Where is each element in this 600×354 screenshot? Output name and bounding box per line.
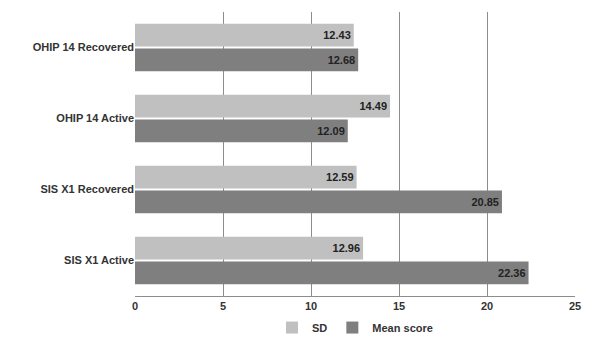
- svg-text:12.68: 12.68: [328, 54, 356, 66]
- svg-text:20: 20: [481, 300, 493, 312]
- svg-text:OHIP 14 Recovered: OHIP 14 Recovered: [33, 41, 134, 53]
- svg-text:SIS X1 Recovered: SIS X1 Recovered: [40, 183, 134, 195]
- svg-text:12.59: 12.59: [326, 171, 354, 183]
- svg-text:12.09: 12.09: [317, 125, 345, 137]
- svg-text:12.43: 12.43: [323, 29, 351, 41]
- svg-text:14.49: 14.49: [359, 100, 387, 112]
- svg-text:SD: SD: [312, 322, 327, 334]
- svg-text:20.85: 20.85: [471, 196, 499, 208]
- svg-text:5: 5: [220, 300, 226, 312]
- svg-text:SIS X1 Active: SIS X1 Active: [64, 254, 134, 266]
- svg-text:Mean score: Mean score: [372, 322, 433, 334]
- svg-text:10: 10: [305, 300, 317, 312]
- svg-text:OHIP 14 Active: OHIP 14 Active: [56, 112, 134, 124]
- svg-text:22.36: 22.36: [498, 267, 526, 279]
- svg-text:12.96: 12.96: [333, 242, 361, 254]
- svg-text:15: 15: [393, 300, 405, 312]
- svg-text:0: 0: [132, 300, 138, 312]
- svg-text:25: 25: [569, 300, 581, 312]
